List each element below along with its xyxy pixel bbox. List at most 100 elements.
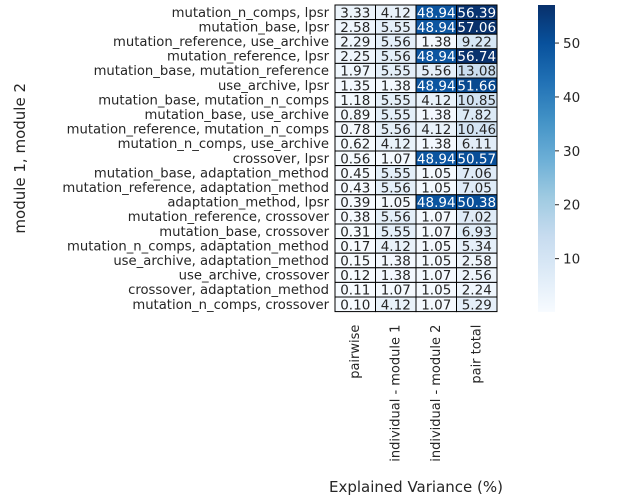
heatmap-cell	[456, 296, 498, 313]
cell-value-label: 6.93	[462, 224, 492, 240]
row-label: crossover, lpsr	[233, 152, 330, 167]
row-label: mutation_reference, adaptation_method	[62, 181, 329, 196]
cell-value-label: 0.11	[340, 283, 370, 299]
cell-value-label: 1.05	[421, 254, 451, 270]
colorbar-tick-label: 20	[563, 198, 580, 214]
row-label: mutation_n_comps, lpsr	[172, 6, 330, 21]
cell-value-label: 7.02	[462, 210, 492, 226]
row-label: mutation_reference, use_archive	[113, 35, 329, 50]
row-label: mutation_base, mutation_reference	[94, 64, 329, 79]
cell-value-label: 5.56	[381, 181, 411, 197]
cell-value-label: 5.56	[421, 64, 451, 80]
cell-value-label: 0.43	[340, 181, 370, 197]
cell-value-label: 0.31	[340, 224, 370, 240]
cell-value-label: 48.94	[417, 49, 456, 65]
cell-value-label: 0.39	[340, 195, 370, 211]
cell-value-label: 4.12	[381, 5, 411, 21]
column-label: pair total	[470, 325, 485, 384]
row-label: use_archive, lpsr	[218, 79, 330, 94]
row-label: use_archive, adaptation_method	[113, 254, 329, 269]
cell-value-label: 50.38	[457, 195, 496, 211]
cell-value-label: 7.05	[462, 181, 492, 197]
cell-value-label: 2.58	[462, 254, 492, 270]
cell-value-label: 0.38	[340, 210, 370, 226]
colorbar-tick-label: 30	[563, 144, 580, 160]
cell-value-label: 50.57	[457, 151, 496, 167]
cell-value-label: 1.18	[340, 93, 370, 109]
cell-value-label: 48.94	[417, 20, 456, 36]
cell-value-label: 5.55	[381, 166, 411, 182]
row-label: crossover, adaptation_method	[128, 283, 329, 298]
cell-value-label: 0.10	[340, 297, 370, 313]
cell-value-label: 48.94	[417, 78, 456, 94]
cell-value-label: 5.56	[381, 122, 411, 138]
cell-value-label: 5.55	[381, 224, 411, 240]
cell-value-label: 0.15	[340, 254, 370, 270]
x-axis-title: Explained Variance (%)	[329, 478, 503, 496]
colorbar	[538, 5, 555, 312]
cell-value-label: 2.58	[340, 20, 370, 36]
cell-value-label: 1.07	[421, 297, 451, 313]
cell-value-label: 0.56	[340, 151, 370, 167]
cell-value-label: 4.12	[421, 93, 451, 109]
row-label: mutation_reference, crossover	[128, 210, 330, 225]
row-label: mutation_reference, lpsr	[167, 50, 330, 65]
cell-value-label: 2.24	[462, 283, 492, 299]
row-label: mutation_base, use_archive	[145, 108, 329, 123]
colorbar-tick-label: 10	[563, 252, 580, 268]
cell-value-label: 56.74	[457, 49, 496, 65]
row-label: mutation_n_comps, use_archive	[118, 137, 329, 152]
cell-value-label: 5.56	[381, 49, 411, 65]
cell-value-label: 0.89	[340, 108, 370, 124]
cell-value-label: 1.38	[421, 137, 451, 153]
column-label: pairwise	[348, 325, 363, 379]
cell-value-label: 0.45	[340, 166, 370, 182]
cell-value-label: 51.66	[457, 78, 496, 94]
cell-value-label: 1.05	[421, 239, 451, 255]
cell-value-label: 0.17	[340, 239, 370, 255]
cell-value-label: 0.78	[340, 122, 370, 138]
cell-value-label: 1.07	[381, 151, 411, 167]
cell-value-label: 48.94	[417, 5, 456, 21]
cell-value-label: 9.22	[462, 35, 492, 51]
row-label: use_archive, crossover	[179, 269, 330, 284]
cell-value-label: 10.85	[457, 93, 496, 109]
colorbar-tick-label: 40	[563, 90, 580, 106]
cell-value-label: 1.05	[421, 166, 451, 182]
cell-value-label: 2.56	[462, 268, 492, 284]
cell-value-label: 5.29	[462, 297, 492, 313]
cell-value-label: 1.38	[421, 35, 451, 51]
cell-value-label: 1.38	[421, 108, 451, 124]
cell-value-label: 1.38	[381, 254, 411, 270]
cell-value-label: 3.33	[340, 5, 370, 21]
heatmap-cells: 3.33 4.12 48.94 56.392.58 5.55 48.94 57.062.29…	[334, 4, 498, 313]
cell-value-label: 4.12	[381, 297, 411, 313]
cell-value-label: 48.94	[417, 151, 456, 167]
column-labels: pairwise individual - module 1 individual …	[348, 325, 485, 462]
cell-value-label: 5.56	[381, 35, 411, 51]
cell-value-label: 7.06	[462, 166, 492, 182]
cell-value-label: 6.11	[462, 137, 492, 153]
cell-value-label: 1.35	[340, 78, 370, 94]
cell-value-label: 5.55	[381, 108, 411, 124]
cell-value-label: 1.97	[340, 64, 370, 80]
colorbar-tick-label: 50	[563, 36, 580, 52]
cell-value-label: 57.06	[457, 20, 496, 36]
row-label: adaptation_method, lpsr	[167, 196, 329, 211]
cell-value-label: 48.94	[417, 195, 456, 211]
cell-value-label: 13.08	[457, 64, 496, 80]
cell-value-label: 1.05	[421, 283, 451, 299]
cell-value-label: 1.05	[381, 195, 411, 211]
cell-value-label: 2.29	[340, 35, 370, 51]
cell-value-label: 0.62	[340, 137, 370, 153]
cell-value-label: 5.55	[381, 64, 411, 80]
row-label: mutation_base, lpsr	[199, 20, 330, 35]
cell-value-label: 5.55	[381, 20, 411, 36]
cell-value-label: 1.07	[421, 210, 451, 226]
cell-value-label: 5.56	[381, 210, 411, 226]
column-label: individual - module 1	[389, 325, 404, 462]
row-label: mutation_n_comps, crossover	[132, 298, 329, 313]
cell-value-label: 10.46	[457, 122, 496, 138]
